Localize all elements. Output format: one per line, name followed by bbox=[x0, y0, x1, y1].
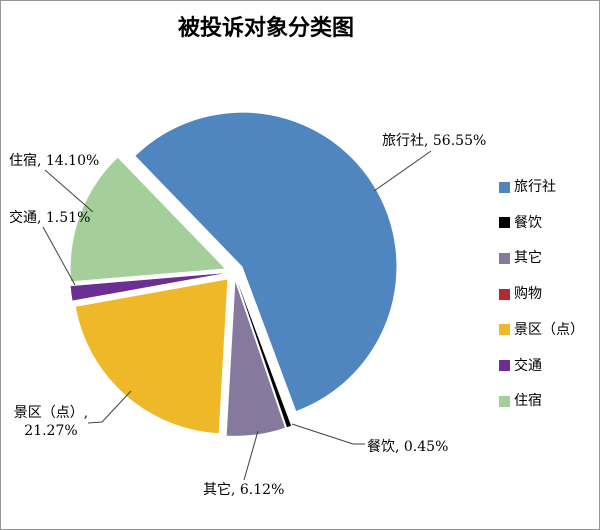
legend-label: 餐饮 bbox=[514, 214, 542, 231]
data-label-2: 其它, 6.12% bbox=[203, 481, 284, 499]
legend-label: 其它 bbox=[514, 250, 542, 267]
legend-swatch bbox=[499, 288, 510, 300]
leader-line-2 bbox=[243, 430, 259, 481]
data-label-5: 交通, 1.51% bbox=[9, 209, 90, 227]
legend-label: 景区（点） bbox=[514, 321, 584, 338]
pie-slice-5[interactable] bbox=[70, 273, 225, 301]
data-label-line: 餐饮, 0.45% bbox=[367, 439, 449, 455]
data-label-4: 景区（点）, 21.27% bbox=[9, 404, 93, 440]
data-label-line: 旅行社, 56.55% bbox=[382, 133, 487, 149]
legend-item-4[interactable]: 景区（点） bbox=[499, 322, 584, 338]
data-label-1: 餐饮, 0.45% bbox=[367, 438, 448, 456]
data-label-line: 交通, 1.51% bbox=[9, 210, 91, 226]
leader-line-1 bbox=[291, 423, 365, 445]
legend-item-1[interactable]: 餐饮 bbox=[499, 215, 542, 231]
data-label-line: 其它, 6.12% bbox=[203, 482, 285, 498]
data-label-6: 住宿, 14.10% bbox=[9, 152, 99, 170]
legend-swatch bbox=[499, 252, 510, 264]
legend-label: 旅行社 bbox=[514, 179, 556, 195]
data-label-line: 景区（点）, bbox=[13, 405, 89, 421]
leader-line-4 bbox=[87, 390, 132, 424]
pie-slice-2[interactable] bbox=[226, 281, 285, 436]
pie-slice-4[interactable] bbox=[75, 279, 228, 434]
legend-item-2[interactable]: 其它 bbox=[499, 250, 542, 266]
legend-swatch bbox=[499, 181, 510, 193]
legend-label: 购物 bbox=[514, 286, 542, 303]
data-label-line: 住宿, 14.10% bbox=[9, 153, 100, 169]
legend-swatch bbox=[499, 395, 510, 407]
legend-item-3[interactable]: 购物 bbox=[499, 286, 542, 302]
legend-swatch bbox=[499, 324, 510, 336]
legend-swatch bbox=[499, 360, 510, 371]
pie-slice-6[interactable] bbox=[70, 157, 225, 282]
data-label-0: 旅行社, 56.55% bbox=[382, 132, 486, 150]
legend-item-6[interactable]: 住宿 bbox=[499, 393, 542, 409]
legend-item-5[interactable]: 交通 bbox=[499, 358, 542, 374]
data-label-line: 21.27% bbox=[24, 423, 78, 439]
leader-line-5 bbox=[42, 226, 76, 286]
pie-slice-1[interactable] bbox=[237, 281, 292, 428]
legend-label: 住宿 bbox=[514, 393, 542, 410]
legend-swatch bbox=[499, 217, 510, 229]
leader-line-6 bbox=[44, 169, 94, 213]
pie-slice-0[interactable] bbox=[135, 112, 397, 411]
chart-title: 被投诉对象分类图 bbox=[178, 15, 355, 41]
leader-line-0 bbox=[373, 150, 432, 192]
legend-label: 交通 bbox=[514, 357, 542, 374]
legend-item-0[interactable]: 旅行社 bbox=[499, 179, 556, 195]
